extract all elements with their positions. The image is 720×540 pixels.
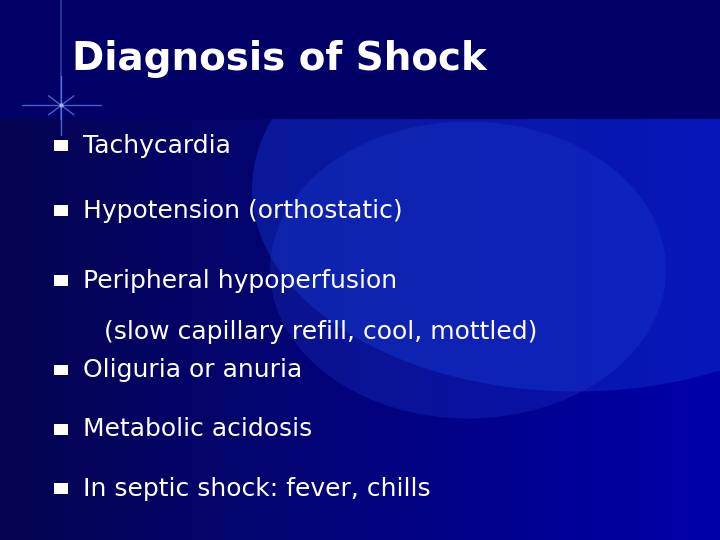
Text: (slow capillary refill, cool, mottled): (slow capillary refill, cool, mottled) [104,320,538,344]
FancyBboxPatch shape [0,0,720,119]
Text: Peripheral hypoperfusion: Peripheral hypoperfusion [83,269,397,293]
Ellipse shape [270,122,666,418]
Text: Metabolic acidosis: Metabolic acidosis [83,417,312,441]
FancyBboxPatch shape [54,205,68,216]
FancyBboxPatch shape [54,275,68,286]
FancyBboxPatch shape [54,364,68,375]
Text: In septic shock: fever, chills: In septic shock: fever, chills [83,477,431,501]
Text: Tachycardia: Tachycardia [83,134,230,158]
FancyBboxPatch shape [54,140,68,151]
Text: Hypotension (orthostatic): Hypotension (orthostatic) [83,199,402,222]
Text: Oliguria or anuria: Oliguria or anuria [83,358,302,382]
Ellipse shape [252,0,720,392]
Text: Diagnosis of Shock: Diagnosis of Shock [72,40,487,78]
FancyBboxPatch shape [54,483,68,494]
FancyBboxPatch shape [54,424,68,435]
